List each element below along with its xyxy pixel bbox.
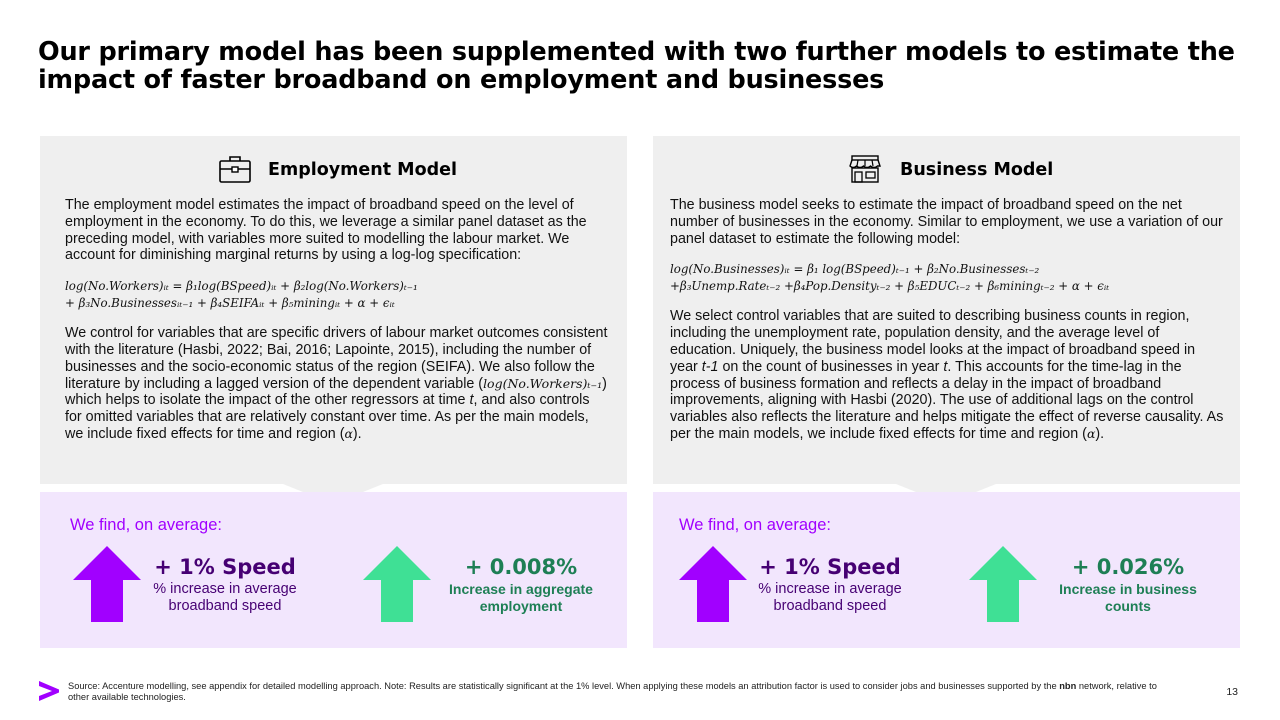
business-speed-stat: + 1% Speed % increase in average broadba… [745, 554, 915, 615]
business-results-card: We find, on average: + 1% Speed % increa… [653, 492, 1240, 648]
employment-description-card: Employment Model The employment model es… [40, 136, 627, 504]
employment-controls-part-4: ). [352, 425, 362, 442]
business-controls-part-1: We select control variables that are sui… [670, 308, 1196, 375]
source-note: Source: Accenture modelling, see appendi… [68, 681, 1178, 703]
business-controls-part-2: on the count of businesses in year [718, 358, 944, 375]
business-equation: log(No.Businesses)ᵢₜ = β₁ log(BSpeed)ₜ₋₁… [670, 261, 1225, 294]
up-arrow-icon [679, 546, 747, 627]
employment-controls-part-2: ) which helps to isolate the impact of t… [65, 375, 607, 409]
employment-time-symbol: t [469, 392, 474, 409]
employment-speed-description: % increase in average broadband speed [153, 581, 297, 614]
employment-find-label: We find, on average: [70, 516, 222, 534]
business-result-value: + 0.026% [1071, 555, 1185, 579]
storefront-icon [849, 154, 881, 189]
business-description-card: Business Model The business model seeks … [653, 136, 1240, 504]
business-time-symbol: t [943, 358, 948, 375]
business-equation-line-1: log(No.Businesses)ᵢₜ = β₁ log(BSpeed)ₜ₋₁… [670, 262, 1040, 277]
business-body: The business model seeks to estimate the… [670, 197, 1225, 443]
page-title: Our primary model has been supplemented … [38, 37, 1235, 95]
source-text-part-1: Source: Accenture modelling, see appendi… [68, 681, 1060, 691]
accenture-chevron-logo [38, 680, 60, 707]
up-arrow-icon [73, 546, 141, 627]
employment-controls-part-3: , and also controls for omitted variable… [65, 392, 590, 442]
business-model-panel: Business Model The business model seeks … [653, 136, 1240, 648]
briefcase-icon [218, 154, 252, 189]
employment-body: The employment model estimates the impac… [65, 197, 610, 443]
employment-lagged-variable: log(No.Workers)ₜ₋₁ [483, 375, 603, 391]
business-alpha-symbol: α [1086, 425, 1096, 441]
page-number: 13 [1226, 686, 1238, 698]
employment-speed-stat: + 1% Speed % increase in average broadba… [140, 554, 310, 615]
business-lag-year: t-1 [701, 358, 719, 375]
employment-result-value: + 0.008% [464, 555, 578, 579]
business-equation-line-2: +β₃Unemp.Rateₜ₋₂ +β₄Pop.Densityₜ₋₂ + β₅E… [670, 278, 1110, 293]
source-brand: nbn [1059, 681, 1077, 691]
employment-header: Employment Model [40, 154, 627, 186]
employment-results-card: We find, on average: + 1% Speed % increa… [40, 492, 627, 648]
employment-alpha-symbol: α [344, 425, 353, 441]
business-speed-value: + 1% Speed [759, 555, 901, 579]
business-find-label: We find, on average: [679, 516, 831, 534]
business-intro: The business model seeks to estimate the… [670, 197, 1223, 247]
footer: Source: Accenture modelling, see appendi… [38, 680, 1238, 706]
source-text-part-2: network, relative to other available tec… [68, 681, 1157, 702]
business-header: Business Model [653, 154, 1240, 186]
business-result-description: Increase in business counts [1059, 581, 1197, 614]
employment-intro: The employment model estimates the impac… [65, 197, 587, 264]
employment-result-description: Increase in aggregate employment [449, 581, 593, 614]
business-controls-part-3: . This accounts for the time-lag in the … [670, 358, 1224, 442]
employment-model-heading: Employment Model [268, 160, 457, 180]
up-arrow-icon [363, 546, 431, 627]
business-controls-text: We select control variables that are sui… [670, 308, 1225, 442]
employment-model-panel: Employment Model The employment model es… [40, 136, 627, 648]
employment-controls-text: We control for variables that are specif… [65, 325, 610, 443]
employment-equation: log(No.Workers)ᵢₜ = β₁log(BSpeed)ᵢₜ + β₂… [65, 278, 610, 311]
employment-equation-line-2: + β₃No.Businessesᵢₜ₋₁ + β₄SEIFAᵢₜ + β₅mi… [65, 295, 395, 310]
employment-result-stat: + 0.008% Increase in aggregate employmen… [436, 554, 606, 615]
employment-controls-part-1: We control for variables that are specif… [65, 325, 608, 392]
business-result-stat: + 0.026% Increase in business counts [1043, 554, 1213, 615]
business-controls-part-4: ). [1095, 425, 1105, 442]
business-model-heading: Business Model [900, 160, 1054, 180]
up-arrow-icon [969, 546, 1037, 627]
business-speed-description: % increase in average broadband speed [758, 581, 902, 614]
employment-equation-line-1: log(No.Workers)ᵢₜ = β₁log(BSpeed)ᵢₜ + β₂… [65, 279, 418, 294]
employment-speed-value: + 1% Speed [154, 555, 296, 579]
